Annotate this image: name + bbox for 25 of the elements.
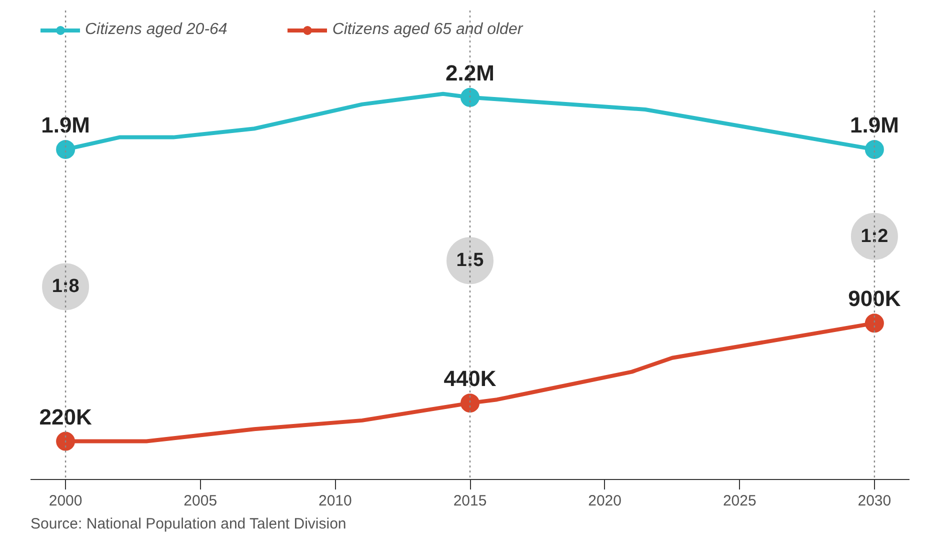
point bbox=[460, 88, 480, 107]
x-tick-label: 2030 bbox=[858, 492, 892, 510]
annotation: 1:2 bbox=[860, 226, 888, 247]
point bbox=[56, 140, 76, 159]
source-note: Source: National Population and Talent Division bbox=[30, 516, 346, 532]
data-label: 220K bbox=[39, 404, 92, 430]
legend-label: Citizens aged 20-64 bbox=[85, 21, 228, 39]
point bbox=[460, 394, 480, 413]
data-label: 2.2M bbox=[446, 60, 494, 86]
legend-label: Citizens aged 65 and older bbox=[332, 21, 523, 39]
x-tick-label: 2020 bbox=[588, 492, 622, 510]
data-label: 1.9M bbox=[41, 112, 90, 138]
x-tick-label: 2000 bbox=[48, 492, 82, 510]
data-label: 440K bbox=[444, 366, 496, 392]
data-label: 1.9M bbox=[850, 112, 899, 138]
point bbox=[56, 432, 76, 451]
point bbox=[864, 314, 884, 333]
point bbox=[864, 140, 884, 159]
x-tick-label: 2025 bbox=[722, 492, 756, 510]
data-label: 900K bbox=[848, 286, 901, 312]
x-tick-label: 2010 bbox=[318, 492, 352, 510]
annotation: 1:5 bbox=[456, 250, 484, 272]
x-tick-label: 2005 bbox=[184, 492, 218, 510]
annotation: 1:8 bbox=[52, 276, 80, 298]
x-tick-label: 2015 bbox=[453, 492, 487, 510]
